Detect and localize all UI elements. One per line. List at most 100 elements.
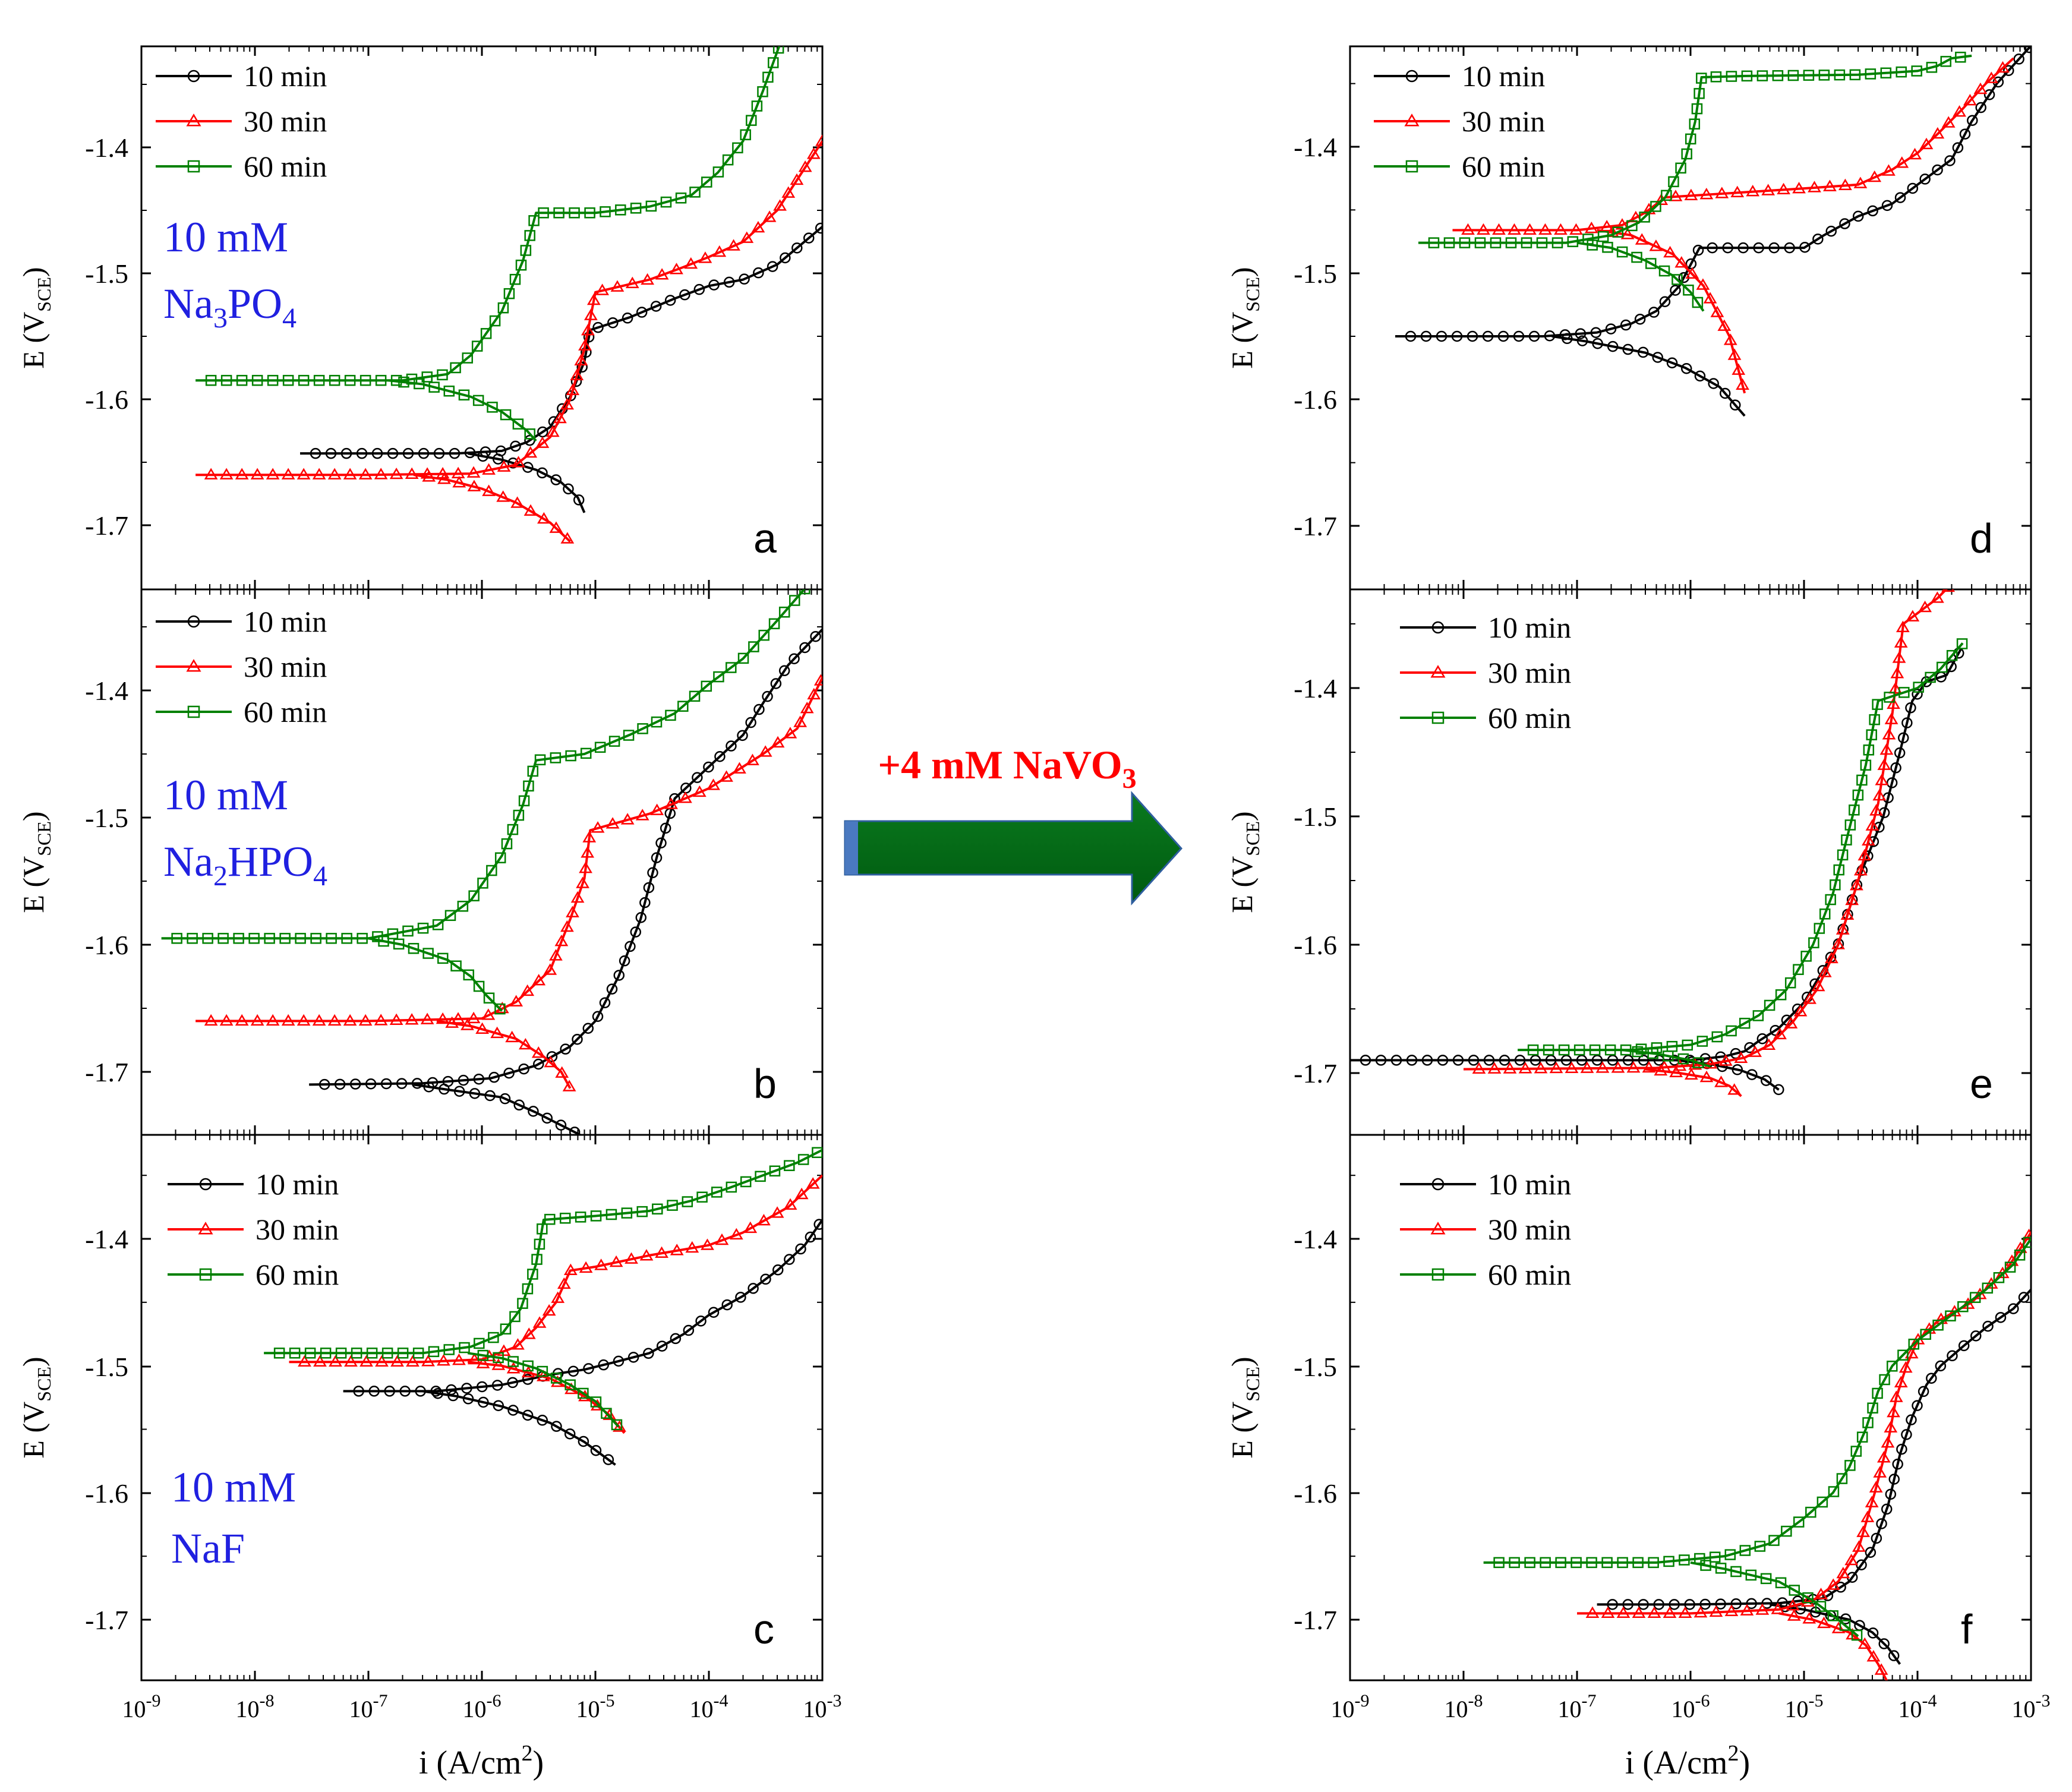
- marker-circle: [1437, 1055, 1449, 1066]
- marker-circle: [760, 1273, 771, 1285]
- marker-triangle: [1663, 1606, 1677, 1619]
- marker-circle: [1867, 1627, 1879, 1639]
- marker-square: [537, 1223, 548, 1235]
- legend-label: 60 min: [256, 1258, 339, 1291]
- marker-square: [1527, 1044, 1539, 1056]
- marker-square: [623, 730, 635, 741]
- marker-square: [1693, 88, 1705, 99]
- marker-triangle: [437, 1354, 450, 1366]
- marker-circle: [560, 1043, 571, 1055]
- formula-part: Na: [163, 838, 213, 885]
- x-tick-base: 10: [2012, 1696, 2036, 1722]
- marker-circle: [635, 912, 647, 923]
- marker-square: [517, 1298, 528, 1309]
- marker-circle: [462, 1393, 474, 1405]
- marker-square: [1879, 1374, 1890, 1386]
- marker-circle: [772, 1264, 784, 1276]
- marker-circle: [735, 1292, 746, 1303]
- marker-triangle: [1838, 178, 1852, 191]
- marker-triangle: [1845, 893, 1859, 906]
- marker-square: [1849, 804, 1860, 816]
- marker-triangle: [670, 263, 683, 275]
- formula-part: Na: [163, 280, 213, 327]
- ylabel-close: ): [1225, 267, 1259, 277]
- marker-triangle: [389, 467, 403, 479]
- marker-square: [701, 176, 712, 188]
- marker-circle: [1874, 821, 1885, 833]
- marker-triangle: [219, 1014, 234, 1026]
- marker-circle: [551, 1421, 562, 1432]
- marker-square: [509, 1311, 521, 1323]
- marker-triangle: [586, 293, 601, 305]
- marker-square: [553, 207, 564, 219]
- marker-square: [497, 302, 509, 314]
- marker-triangle: [1554, 223, 1568, 235]
- marker-circle: [1871, 1532, 1882, 1544]
- marker-triangle: [375, 1355, 389, 1367]
- marker-square: [1819, 908, 1831, 920]
- marker-circle: [368, 1386, 380, 1397]
- series-line-cathodic: [1690, 1561, 1859, 1638]
- marker-circle: [2003, 65, 2014, 76]
- y-tick-label: -1.7: [1294, 1058, 1337, 1089]
- marker-circle: [651, 852, 663, 863]
- marker-triangle: [1787, 1609, 1801, 1621]
- marker-square: [518, 795, 530, 807]
- y-tick-label: -1.6: [1294, 930, 1337, 960]
- marker-square: [608, 736, 620, 747]
- marker-triangle: [807, 687, 821, 700]
- series-10-min: [343, 1219, 822, 1466]
- marker-square: [1898, 687, 1910, 698]
- marker-circle: [318, 1078, 330, 1090]
- marker-square: [784, 14, 793, 24]
- marker-circle: [748, 1283, 759, 1294]
- marker-circle: [647, 867, 658, 879]
- marker-circle: [643, 882, 655, 894]
- marker-circle: [1881, 200, 1893, 212]
- y-tick-label: -1.7: [85, 1057, 128, 1087]
- marker-triangle: [1704, 1057, 1718, 1069]
- marker-triangle: [625, 1252, 638, 1264]
- marker-circle: [1756, 1033, 1768, 1045]
- marker-triangle: [1888, 682, 1903, 694]
- marker-triangle: [727, 239, 740, 251]
- marker-square: [1897, 1349, 1909, 1361]
- marker-square: [1784, 977, 1796, 989]
- marker-square: [1509, 1557, 1520, 1569]
- marker-triangle: [298, 1355, 311, 1367]
- marker-square: [1730, 1566, 1742, 1578]
- marker-triangle: [523, 446, 538, 458]
- marker-circle: [1746, 1069, 1758, 1080]
- marker-triangle: [798, 160, 812, 172]
- marker-square: [515, 259, 527, 271]
- marker-square: [1567, 236, 1579, 247]
- marker-square: [1570, 1557, 1582, 1569]
- marker-circle: [650, 301, 662, 312]
- marker-square: [689, 690, 701, 702]
- ylabel-main: E (V: [1225, 856, 1259, 913]
- marker-circle: [1784, 242, 1795, 254]
- marker-circle: [578, 1436, 589, 1447]
- marker-triangle: [1487, 1062, 1502, 1074]
- marker-square: [507, 824, 519, 835]
- marker-square: [1793, 1516, 1805, 1528]
- marker-circle: [1746, 1598, 1757, 1610]
- marker-square: [205, 374, 217, 386]
- marker-triangle: [466, 466, 481, 478]
- marker-circle: [753, 267, 764, 279]
- marker-square: [1839, 1620, 1851, 1631]
- marker-circle: [507, 1377, 518, 1389]
- marker-square: [304, 1348, 316, 1359]
- marker-square: [279, 933, 291, 944]
- marker-triangle: [1844, 1553, 1859, 1566]
- marker-square: [1851, 1629, 1863, 1641]
- marker-square: [1940, 56, 1951, 67]
- marker-triangle: [1872, 788, 1887, 801]
- plot-area: [1395, 46, 2031, 417]
- marker-triangle: [405, 467, 419, 479]
- marker-circle: [1730, 399, 1741, 411]
- marker-square: [1814, 923, 1825, 934]
- x-tick-label: 10-5: [1785, 1691, 1824, 1722]
- marker-triangle: [250, 468, 264, 479]
- marker-circle: [532, 1058, 544, 1070]
